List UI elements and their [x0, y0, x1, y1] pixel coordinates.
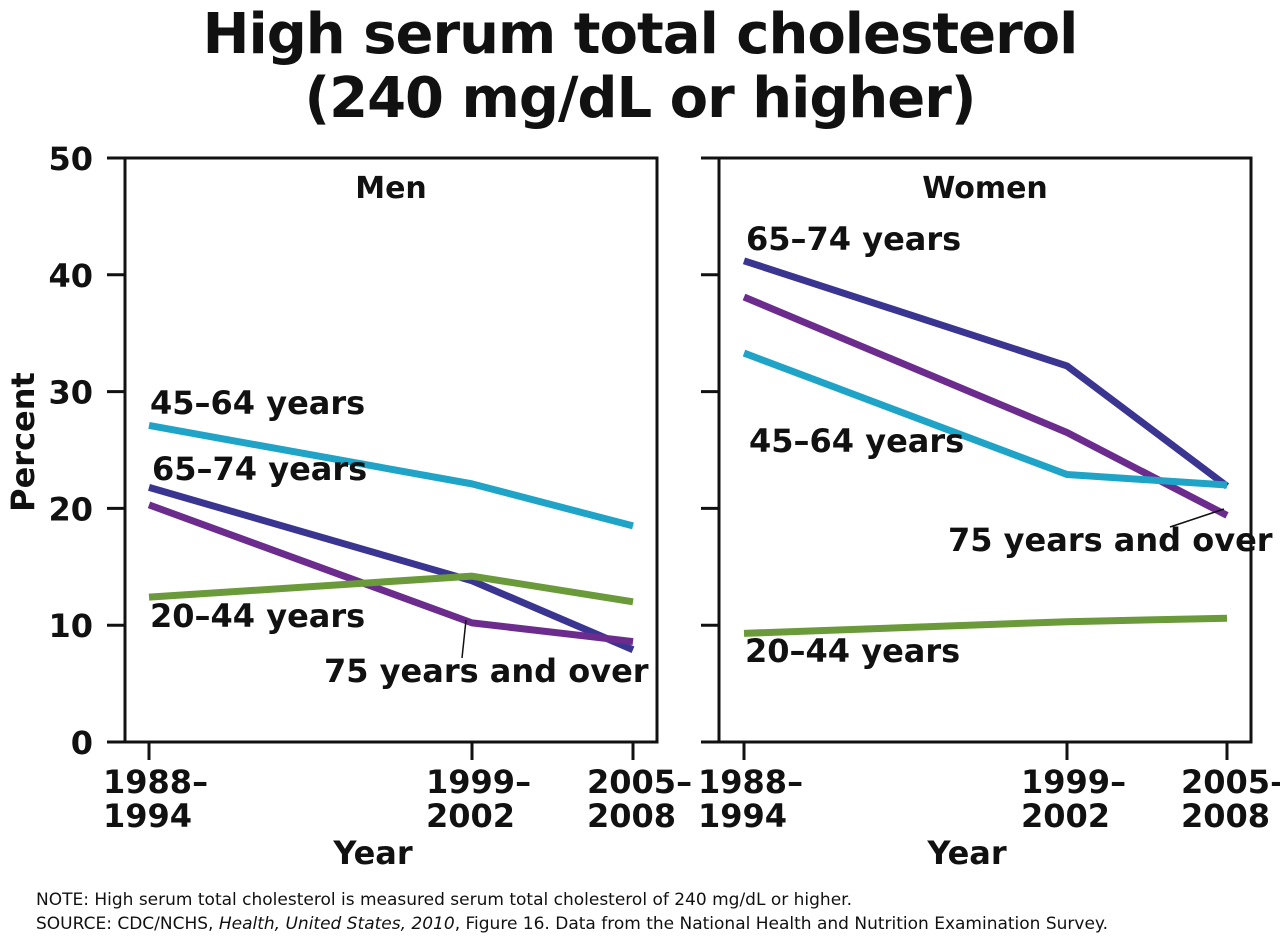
men-x-tick-label: 2002 [426, 797, 515, 835]
source-publication: Health, United States, 2010 [218, 914, 455, 934]
footnote-source: SOURCE: CDC/NCHS, Health, United States,… [36, 914, 1108, 934]
y-tick-label: 50 [48, 140, 93, 178]
women-x-tick-label: 2008 [1181, 797, 1270, 835]
men-x-tick-label: 1999– [426, 763, 531, 801]
women-series-65-74-label: 65–74 years [746, 220, 961, 258]
men-x-tick-label: 2005– [587, 763, 692, 801]
men-series-75+-line [147, 501, 634, 646]
y-tick-label: 20 [48, 490, 93, 528]
y-tick-label: 40 [48, 257, 93, 295]
men-series-45-64-line [148, 422, 634, 530]
women-x-tick-label: 1988– [698, 763, 803, 801]
women-x-tick-label: 2002 [1021, 797, 1110, 835]
men-x-tick-label: 2008 [587, 797, 676, 835]
women-x-tick-label: 1999– [1021, 763, 1126, 801]
men-series-75+-label: 75 years and over [324, 652, 649, 690]
men-panel-title: Men [355, 171, 427, 206]
women-series-75+-leader [1169, 508, 1225, 528]
women-series-45-64-label: 45–64 years [749, 422, 964, 460]
women-series-20-44-label: 20–44 years [745, 632, 960, 670]
women-series-65-74-line [742, 257, 1230, 490]
women-series-75+-label: 75 years and over [948, 521, 1273, 559]
women-x-tick-label: 1994 [698, 797, 787, 835]
women-series-20-44-line [743, 614, 1228, 637]
men-x-tick-label: 1994 [103, 797, 192, 835]
women-x-tick-label: 2005– [1181, 763, 1280, 801]
men-series-45-64-label: 45–64 years [150, 384, 365, 422]
men-panel-frame [123, 156, 659, 744]
y-tick-label: 30 [48, 374, 93, 412]
chart-title-line-2: (240 mg/dL or higher) [304, 66, 977, 131]
women-panel-frame [717, 156, 1253, 744]
y-tick-label: 10 [48, 607, 93, 645]
chart-title-line-1: High serum total cholesterol [202, 2, 1079, 67]
men-x-axis-title: Year [332, 834, 413, 872]
men-x-tick-label: 1988– [103, 763, 208, 801]
women-x-axis-title: Year [926, 834, 1007, 872]
source-prefix: SOURCE: CDC/NCHS, [36, 914, 219, 934]
men-series-65-74-label: 65–74 years [152, 450, 367, 488]
women-series-75+-line [742, 293, 1229, 519]
y-axis-title: Percent [4, 372, 42, 512]
men-series-75+-leader [461, 619, 467, 659]
men-series-65-74-line [148, 484, 635, 653]
footnote-note: NOTE: High serum total cholesterol is me… [36, 890, 852, 910]
y-tick-label: 0 [71, 724, 93, 762]
source-suffix: , Figure 16. Data from the National Heal… [454, 914, 1108, 934]
women-series-45-64-line [742, 349, 1228, 489]
men-series-20-44-label: 20–44 years [150, 597, 365, 635]
men-series-20-44-line [148, 572, 634, 606]
women-panel-title: Women [922, 171, 1048, 206]
